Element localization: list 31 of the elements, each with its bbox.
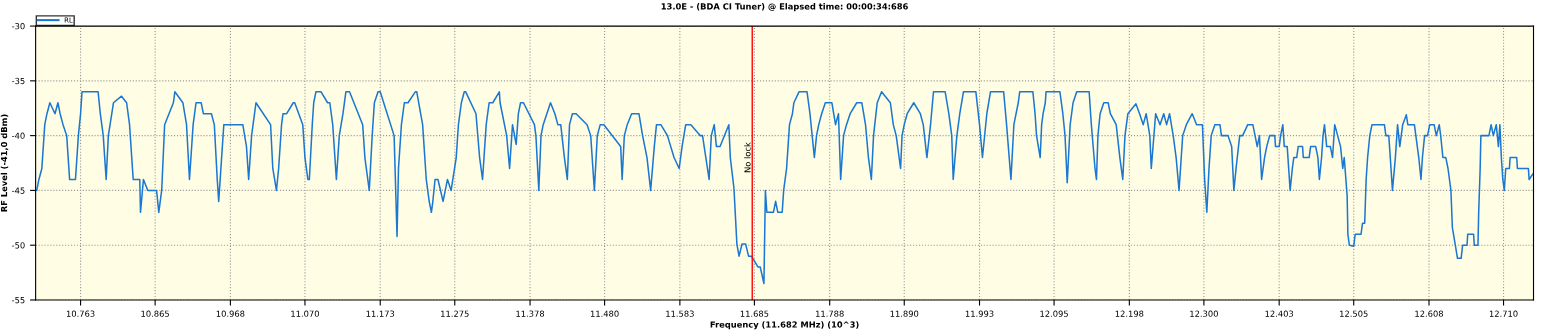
x-tick-label: 11.788 xyxy=(816,310,844,317)
x-tick-label: 11.685 xyxy=(740,310,769,317)
x-axis-title: Frequency (11.682 MHz) (10^3) xyxy=(710,321,859,330)
x-tick-label: 12.710 xyxy=(1489,310,1518,317)
x-tick-label: 12.300 xyxy=(1190,310,1218,317)
y-tick-label: -45 xyxy=(12,187,25,194)
x-tick-label: 11.070 xyxy=(291,310,319,317)
ref-line-label: No lock xyxy=(744,142,751,173)
y-axis-title: RF Level (-41,0 dBm) xyxy=(0,114,9,212)
line-series xyxy=(35,91,1534,285)
x-tick-label: 10.865 xyxy=(141,310,169,317)
x-tick-label: 11.378 xyxy=(516,310,545,317)
x-tick-label: 12.608 xyxy=(1415,310,1444,317)
x-tick-label: 11.583 xyxy=(666,310,694,317)
x-tick-label: 11.480 xyxy=(590,310,619,317)
x-tick-label: 10.968 xyxy=(216,310,245,317)
y-tick-label: -55 xyxy=(12,297,25,304)
x-tick-label: 12.198 xyxy=(1115,310,1144,317)
chart-title: 13.0E - (BDA CI Tuner) @ Elapsed time: 00:00:34:686 xyxy=(661,3,908,12)
x-tick-label: 12.095 xyxy=(1040,310,1068,317)
x-tick-label: 11.173 xyxy=(366,310,395,317)
x-tick-label: 11.275 xyxy=(441,310,469,317)
y-tick-label: -30 xyxy=(12,23,25,30)
x-tick-label: 11.890 xyxy=(890,310,919,317)
x-tick-label: 12.403 xyxy=(1265,310,1294,317)
y-tick-label: -50 xyxy=(12,242,25,249)
x-tick-label: 10.763 xyxy=(66,310,95,317)
y-tick-label: -40 xyxy=(12,132,25,139)
x-tick-label: 11.993 xyxy=(965,310,994,317)
x-tick-label: 12.505 xyxy=(1340,310,1368,317)
y-tick-label: -35 xyxy=(12,77,25,85)
